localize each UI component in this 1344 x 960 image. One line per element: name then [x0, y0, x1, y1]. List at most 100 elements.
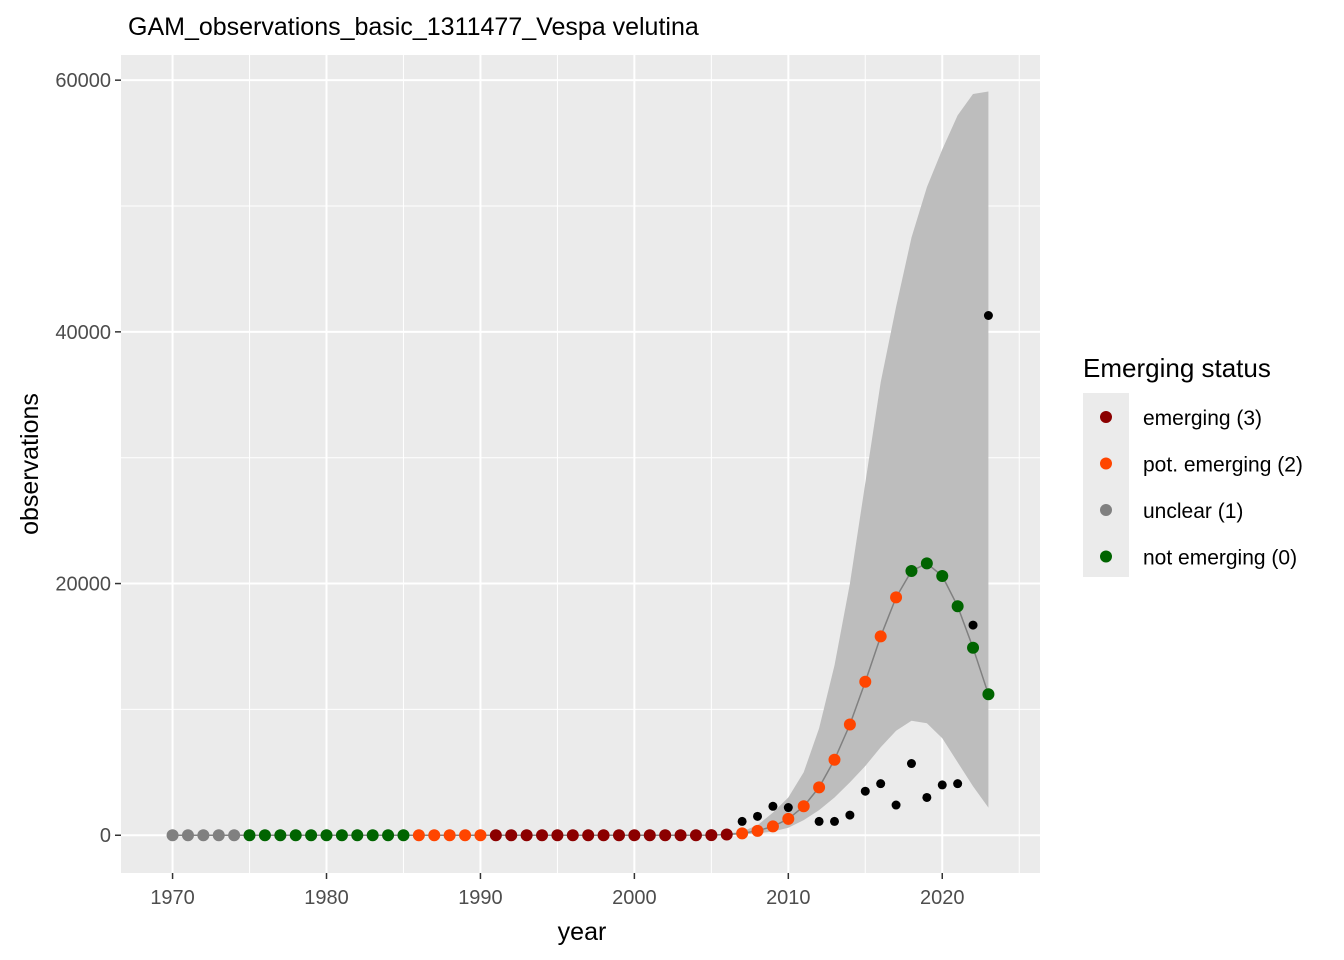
fit-point	[628, 829, 641, 842]
y-tick-label: 20000	[55, 574, 111, 596]
fit-point	[951, 600, 964, 613]
legend-label: not emerging (0)	[1143, 547, 1297, 570]
y-tick-label: 0	[100, 825, 111, 847]
y-tick-label: 40000	[55, 322, 111, 344]
fit-point	[736, 827, 749, 840]
observed-point	[783, 803, 793, 813]
fit-point	[828, 753, 841, 766]
fit-point	[305, 829, 318, 842]
plot-panel	[121, 55, 1040, 873]
fit-point	[982, 688, 995, 701]
observed-point	[968, 620, 978, 630]
fit-point	[382, 829, 395, 842]
fit-point	[520, 829, 533, 842]
fit-point	[751, 824, 764, 837]
y-axis: 0 20000 40000 60000	[55, 70, 121, 847]
x-tick-label: 1990	[458, 887, 503, 909]
fit-point	[258, 829, 271, 842]
fit-point	[797, 800, 810, 813]
legend-label: pot. emerging (2)	[1143, 454, 1303, 477]
legend-items: emerging (3) pot. emerging (2) unclear (1)…	[1100, 407, 1303, 570]
legend-label: unclear (1)	[1143, 500, 1243, 523]
observed-point	[860, 786, 870, 796]
fit-point	[566, 829, 579, 842]
fit-point	[967, 641, 980, 654]
legend-label: emerging (3)	[1143, 407, 1262, 430]
legend-key	[1100, 457, 1112, 470]
x-axis: 1970 1980 1990 2000 2010 2020	[150, 873, 965, 909]
fit-point	[920, 557, 933, 570]
legend-key-background	[1083, 393, 1129, 577]
fit-point	[659, 829, 672, 842]
fit-point	[890, 591, 903, 604]
fit-points	[166, 557, 995, 842]
fit-point	[166, 829, 179, 842]
observed-point	[768, 801, 778, 811]
fit-point	[782, 812, 795, 825]
y-axis-title: observations	[16, 393, 44, 535]
fit-point	[551, 829, 564, 842]
fit-point	[243, 829, 256, 842]
chart-title: GAM_observations_basic_1311477_Vespa vel…	[128, 13, 699, 41]
fit-point	[197, 829, 210, 842]
legend-key	[1100, 550, 1112, 563]
fit-point	[843, 718, 856, 731]
legend-key	[1100, 504, 1112, 516]
fit-point	[720, 828, 733, 841]
observed-point	[891, 800, 901, 810]
fit-point	[689, 829, 702, 842]
observed-point	[829, 816, 839, 826]
fit-point	[474, 829, 487, 842]
y-tick-label: 60000	[55, 70, 111, 92]
observed-point	[906, 759, 916, 769]
fit-point	[228, 829, 241, 842]
fit-point	[212, 829, 225, 842]
fit-point	[320, 829, 333, 842]
fit-point	[335, 829, 348, 842]
legend-key	[1100, 411, 1112, 423]
x-tick-label: 2000	[612, 887, 657, 909]
fit-point	[412, 829, 425, 842]
fit-point	[351, 829, 364, 842]
fit-point	[582, 829, 595, 842]
fit-point	[274, 829, 287, 842]
fit-point	[505, 829, 518, 842]
observed-point	[876, 779, 886, 789]
fit-point	[289, 829, 302, 842]
fit-point	[874, 630, 887, 643]
fit-point	[905, 564, 918, 577]
observed-point	[953, 779, 963, 789]
fit-point	[459, 829, 472, 842]
fit-point	[859, 675, 872, 688]
x-tick-label: 2010	[766, 887, 811, 909]
fit-point	[612, 829, 625, 842]
observed-point	[753, 811, 763, 821]
legend-title: Emerging status	[1083, 353, 1271, 383]
observed-point	[814, 816, 824, 826]
observed-point	[937, 780, 947, 790]
observed-point	[845, 810, 855, 820]
fit-point	[536, 829, 549, 842]
x-axis-title: year	[558, 918, 607, 946]
fit-point	[428, 829, 441, 842]
fit-point	[813, 781, 826, 794]
x-tick-label: 1970	[150, 887, 195, 909]
fit-point	[643, 829, 656, 842]
observed-point	[983, 311, 993, 321]
fit-point	[766, 820, 779, 833]
observed-point	[737, 816, 747, 826]
fit-point	[489, 829, 502, 842]
fit-point	[366, 829, 379, 842]
fit-point	[674, 829, 687, 842]
fit-point	[443, 829, 456, 842]
x-tick-label: 2020	[920, 887, 965, 909]
fit-point	[181, 829, 194, 842]
fit-point	[397, 829, 410, 842]
legend: Emerging status emerging (3) pot. emergin…	[1083, 353, 1303, 577]
observed-point	[922, 792, 932, 802]
fit-point	[705, 829, 718, 842]
fit-point	[936, 570, 949, 583]
x-tick-label: 1980	[304, 887, 349, 909]
fit-point	[597, 829, 610, 842]
